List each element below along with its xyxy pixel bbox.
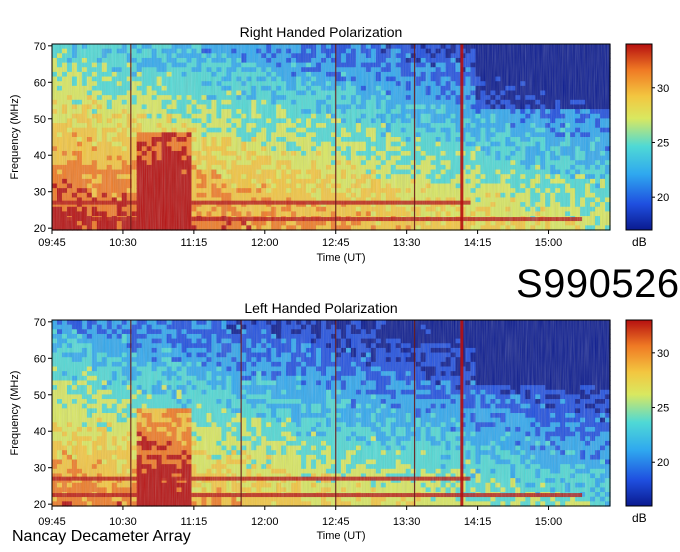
colorbar-tick-label: 30	[657, 83, 669, 95]
y-tick-label: 30	[34, 187, 46, 199]
panel-right-polarization: Right Handed Polarization 20 30 40 50 60 70 Fre…	[9, 24, 669, 264]
y-tick-label: 40	[34, 150, 46, 162]
noise-texture	[52, 44, 610, 230]
x-tick-label: 10:30	[109, 237, 137, 249]
y-tick-label: 60	[34, 77, 46, 89]
colorbar	[625, 43, 653, 231]
colorbar-label: dB	[632, 235, 647, 249]
x-tick-label: 12:00	[251, 237, 279, 249]
x-tick-label: 14:15	[464, 237, 492, 249]
y-tick-label: 70	[34, 41, 46, 53]
x-tick-label: 11:15	[181, 237, 208, 249]
colorbar-tick-label: 20	[657, 192, 669, 204]
panel-left-polarization: Left Handed Polarization203040506070Freq…	[9, 300, 669, 542]
x-tick-label: 09:45	[38, 237, 66, 249]
y-tick-label: 50	[34, 114, 46, 126]
x-tick-label: 12:45	[322, 237, 350, 249]
x-axis-label: Time (UT)	[316, 252, 365, 264]
x-tick-label: 13:30	[393, 237, 421, 249]
chart-title: Right Handed Polarization	[240, 24, 403, 40]
y-axis-label: Frequency (MHz)	[9, 95, 21, 180]
plot-frame	[51, 43, 611, 231]
x-tick-label: 15:00	[535, 237, 563, 249]
colorbar-tick-label: 25	[657, 137, 669, 149]
y-tick-label: 20	[34, 223, 46, 235]
